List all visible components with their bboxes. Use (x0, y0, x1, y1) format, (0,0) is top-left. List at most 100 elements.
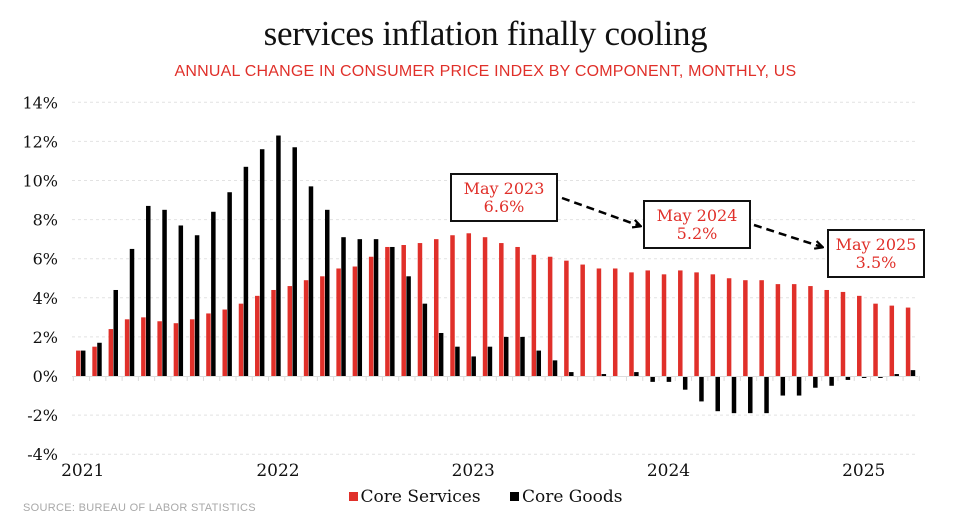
core-services-bar (108, 329, 114, 376)
core-goods-bar (650, 376, 655, 382)
source-note: SOURCE: BUREAU OF LABOR STATISTICS (23, 502, 256, 514)
y-tick-label: 6% (33, 250, 58, 269)
core-services-bar (710, 274, 716, 376)
core-services-bar (336, 268, 341, 377)
core-goods-bar (211, 211, 216, 376)
core-services-bar (596, 268, 602, 377)
y-tick-label: 2% (33, 328, 58, 347)
core-services-bar (173, 323, 179, 376)
core-services-bar (629, 272, 634, 376)
x-tick-label: 2025 (842, 461, 885, 481)
core-goods-bar (390, 246, 395, 376)
core-goods-bar (910, 370, 916, 376)
core-goods-bar (536, 350, 542, 376)
arrow-connector (561, 196, 640, 226)
core-services-bar (238, 303, 244, 376)
x-tick-label: 2024 (647, 461, 690, 481)
core-goods-bar (780, 376, 786, 396)
core-goods-bar (552, 360, 558, 376)
legend-swatch-core-goods (509, 492, 519, 501)
core-goods-bar (764, 376, 769, 414)
core-goods-bar (146, 205, 151, 376)
core-services-bar (368, 256, 374, 376)
core-services-bar (515, 246, 520, 376)
core-services-bar (482, 237, 488, 376)
core-goods-bar (715, 376, 720, 412)
annotation-label: May 2024 (657, 206, 738, 225)
arrow-connector (753, 223, 822, 247)
core-goods-bar (894, 374, 899, 377)
core-goods-bar (748, 376, 753, 414)
chart-subtitle: ANNUAL CHANGE IN CONSUMER PRICE INDEX BY… (174, 63, 797, 80)
core-services-bar (189, 319, 195, 377)
core-services-bar (824, 289, 829, 376)
y-tick-label: 0% (33, 367, 58, 386)
core-services-bar (759, 280, 764, 376)
core-goods-bar (666, 376, 672, 382)
core-goods-bar (813, 376, 818, 388)
core-goods-bar (162, 209, 167, 376)
core-goods-bar (129, 248, 135, 377)
legend-label: Core Goods (521, 487, 623, 507)
core-services-bar (743, 280, 748, 376)
y-tick-label: -2% (27, 406, 58, 425)
core-services-bar (791, 284, 797, 377)
core-goods-bar (341, 237, 346, 376)
core-goods-bar (325, 209, 330, 376)
x-tick-label: 2021 (61, 461, 104, 481)
core-goods-bar (243, 166, 249, 376)
core-goods-bar (503, 336, 509, 376)
core-services-bar (385, 246, 390, 376)
core-goods-bar (80, 350, 86, 376)
core-goods-bar (845, 376, 851, 380)
core-goods-bar (227, 192, 232, 376)
core-services-bar (401, 245, 406, 376)
core-goods-bar (487, 346, 493, 377)
core-services-bar (255, 295, 260, 377)
y-tick-label: 12% (22, 132, 58, 151)
x-tick-label: 2023 (452, 461, 495, 481)
core-services-bar (417, 243, 423, 376)
annotation-box (643, 200, 751, 249)
core-services-bar (287, 286, 293, 376)
core-services-bar (141, 317, 146, 376)
annotation-label: May 2023 (464, 179, 545, 198)
core-services-bar (433, 239, 439, 376)
legend-swatch-core-services (348, 492, 358, 501)
core-services-bar (271, 289, 276, 376)
core-services-bar (612, 268, 618, 377)
core-services-bar (206, 313, 211, 376)
annotation-box (827, 229, 925, 278)
annotation-box (450, 173, 558, 222)
core-goods-bar (292, 147, 297, 376)
legend-label: Core Services (360, 487, 481, 507)
core-services-bar (889, 305, 895, 376)
x-tick-label: 2022 (256, 461, 299, 481)
core-goods-bar (357, 239, 363, 376)
core-goods-bar (682, 376, 688, 390)
core-services-bar (124, 319, 130, 377)
core-services-bar (580, 264, 585, 376)
core-goods-bar (194, 235, 200, 376)
y-tick-label: 14% (22, 93, 58, 112)
core-services-bar (531, 254, 537, 376)
core-services-bar (905, 307, 911, 376)
core-goods-bar (113, 289, 118, 376)
core-services-bar (157, 321, 162, 376)
core-goods-bar (373, 239, 379, 376)
core-services-bar (222, 309, 227, 376)
core-services-bar (92, 346, 97, 377)
y-axis: 14% 12% 10% 8% 6% 4% 2% 0% -2% -4% (22, 93, 58, 464)
core-services-bar (645, 270, 650, 376)
legend-item-core-goods[interactable]: Core Goods (509, 487, 623, 507)
core-services-bar (303, 280, 309, 376)
core-goods-bar (455, 346, 460, 377)
core-goods-bar (569, 372, 574, 376)
core-goods-bar (438, 332, 444, 376)
legend-item-core-services[interactable]: Core Services (348, 487, 481, 507)
core-services-bar (857, 295, 862, 377)
annotation-label: May 2025 (836, 235, 917, 254)
core-services-bar (661, 274, 667, 376)
